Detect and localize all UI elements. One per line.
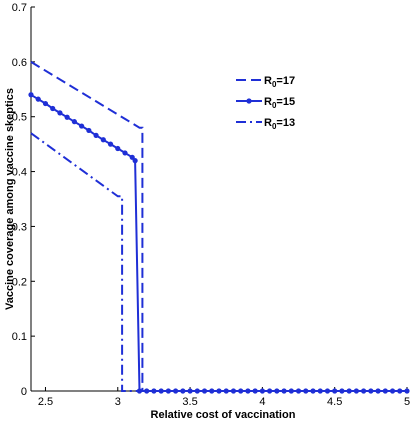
series-line-1 (30, 61, 407, 392)
y-tick-label: 0.2 (12, 276, 27, 288)
series-point (79, 123, 85, 129)
series-point (165, 388, 171, 394)
x-tick-label: 3.5 (182, 396, 197, 408)
series-point (100, 137, 106, 143)
y-tick-label: 0.6 (12, 57, 27, 69)
series-point (230, 388, 237, 394)
x-tick-label: 5 (404, 396, 410, 408)
series-line-2 (30, 93, 407, 392)
legend-label: R0=13 (264, 117, 295, 131)
series-point (252, 388, 258, 394)
y-axis-label: Vaccine coverage among vaccine skeptics (4, 88, 16, 310)
x-tick-label: 2.5 (38, 396, 53, 408)
series-layer (28, 61, 410, 394)
series-point (389, 388, 396, 394)
series-point (57, 110, 63, 116)
series-point (324, 388, 331, 394)
series-point (332, 388, 338, 394)
y-tick-label: 0.5 (12, 112, 27, 124)
legend-label: R0=15 (264, 96, 295, 110)
series-point (115, 145, 121, 152)
series-point (64, 114, 70, 120)
y-tick-label: 0 (21, 386, 27, 398)
series-point (122, 150, 128, 156)
series-point (245, 388, 251, 394)
legend: R0=17 R0=15 R0=13 (236, 75, 295, 131)
series-point (223, 388, 229, 394)
x-axis-label: Relative cost of vaccination (151, 409, 296, 421)
series-point (86, 127, 92, 134)
series-point (50, 105, 56, 112)
series-point (35, 96, 41, 102)
y-tick-label: 0.7 (12, 2, 27, 14)
legend-marker (246, 98, 252, 104)
x-tick-label: 4 (259, 396, 265, 408)
series-point (310, 388, 316, 394)
series-point (404, 388, 410, 394)
series-point (42, 100, 49, 107)
y-tick-label: 0.1 (12, 331, 27, 343)
series-point (151, 388, 157, 394)
series-point (107, 141, 114, 147)
series-point (173, 388, 179, 394)
x-tick-label: 3 (115, 396, 121, 408)
series-point (346, 388, 352, 394)
series-point (132, 158, 138, 164)
x-tick-label: 4.5 (327, 396, 342, 408)
series-point (28, 92, 34, 98)
plot-frame (30, 7, 407, 392)
y-axis: 0 0.1 0.2 0.3 0.4 0.5 0.6 0.7 (12, 2, 35, 398)
series-point (71, 119, 77, 125)
y-tick-label: 0.3 (12, 221, 27, 233)
series-point (93, 132, 99, 138)
series-line-3 (30, 132, 407, 392)
y-tick-label: 0.4 (12, 167, 27, 179)
series-point (144, 388, 150, 394)
legend-label: R0=17 (264, 75, 295, 89)
series-point (267, 388, 273, 394)
x-axis: 2.5 3 3.5 4 4.5 5 (38, 387, 410, 408)
